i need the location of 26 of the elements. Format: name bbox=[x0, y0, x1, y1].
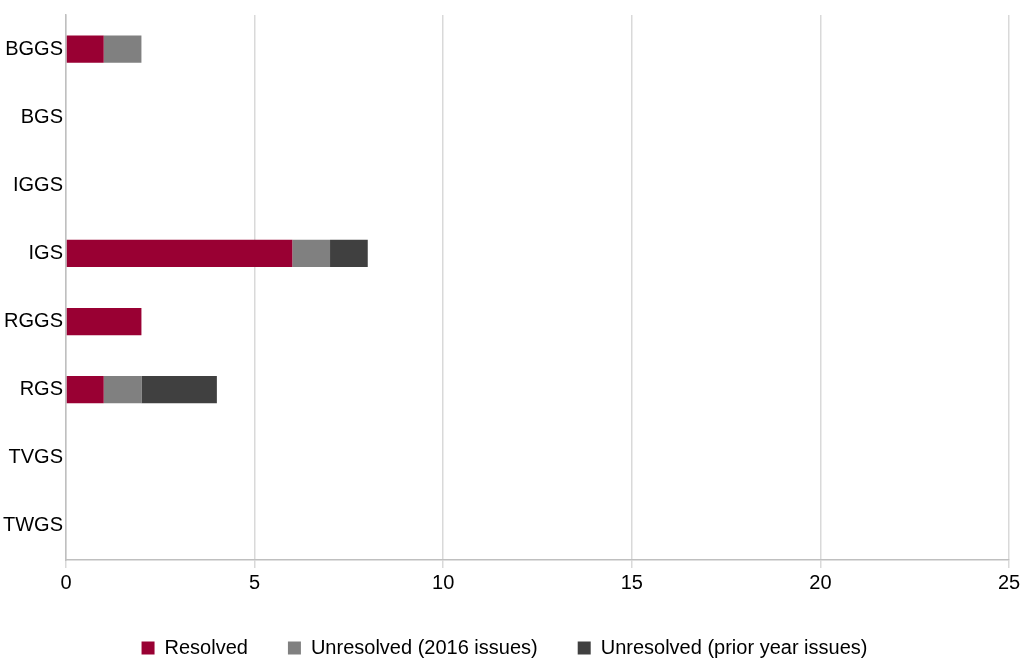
y-tick-label: RGGS bbox=[4, 309, 63, 332]
x-tick-label: 5 bbox=[249, 570, 261, 593]
x-tick-label: 25 bbox=[997, 570, 1021, 593]
y-tick-label: TVGS bbox=[8, 445, 63, 468]
y-tick-label: BGGS bbox=[5, 36, 63, 59]
y-tick-label: RGS bbox=[19, 377, 63, 400]
x-tick-label: 10 bbox=[432, 570, 455, 593]
legend-label: Resolved bbox=[164, 635, 248, 658]
bar bbox=[103, 35, 142, 63]
bar bbox=[66, 376, 104, 404]
bar bbox=[66, 307, 142, 336]
x-tick-label: 20 bbox=[809, 570, 832, 593]
legend-label: Unresolved (prior year issues) bbox=[600, 635, 868, 658]
bar bbox=[141, 376, 217, 404]
x-tick-label: 0 bbox=[60, 570, 72, 593]
bar bbox=[66, 35, 104, 63]
bar bbox=[103, 376, 142, 404]
y-tick-label: IGS bbox=[28, 240, 63, 263]
x-tick-label: 15 bbox=[620, 570, 643, 593]
bar bbox=[66, 239, 293, 268]
bar bbox=[292, 239, 331, 268]
y-tick-label: TWGS bbox=[2, 513, 63, 536]
bar bbox=[330, 239, 368, 268]
y-tick-label: BGS bbox=[20, 104, 63, 127]
y-tick-label: IGGS bbox=[12, 172, 63, 195]
legend-label: Unresolved (2016 issues) bbox=[310, 635, 538, 658]
